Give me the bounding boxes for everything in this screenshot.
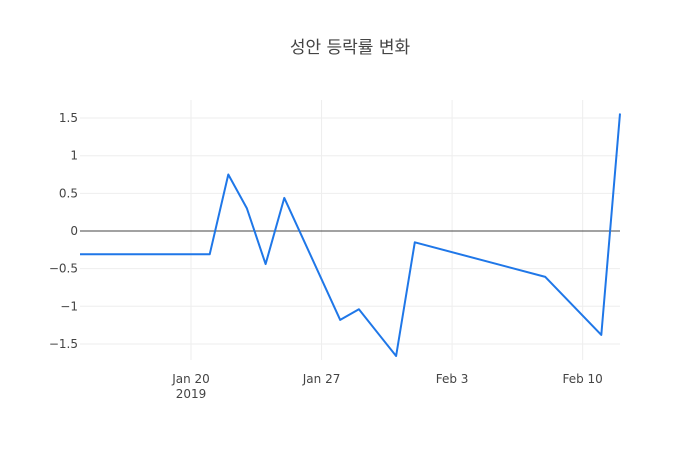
y-tick-label: −0.5 (49, 262, 78, 276)
y-tick-label: 0 (70, 224, 78, 238)
x-tick-label: Jan 27 (302, 372, 341, 386)
y-axis: 1.5 1 0.5 0 −0.5 −1 −1.5 (49, 111, 78, 351)
x-tick-sublabel: 2019 (176, 387, 207, 401)
x-tick-label: Jan 20 (171, 372, 210, 386)
x-tick-label: Feb 3 (436, 372, 469, 386)
x-tick-label: Feb 10 (562, 372, 602, 386)
y-tick-label: 1 (70, 149, 78, 163)
series-line (80, 113, 621, 357)
gridlines (80, 100, 620, 360)
y-tick-label: 1.5 (59, 111, 78, 125)
y-tick-label: −1.5 (49, 337, 78, 351)
chart-title: 성안 등락률 변화 (289, 38, 411, 58)
y-tick-label: 0.5 (59, 186, 78, 200)
y-tick-label: −1 (60, 299, 78, 313)
